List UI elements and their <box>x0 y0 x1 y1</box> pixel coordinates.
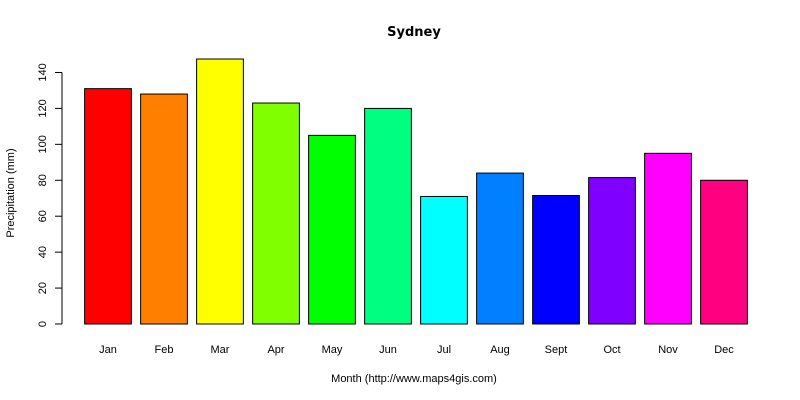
bar-feb <box>140 93 188 325</box>
y-tick-label: 20 <box>37 282 49 294</box>
x-tick-label: Apr <box>267 344 284 356</box>
bar-sept <box>532 195 580 325</box>
bar-dec <box>700 179 748 325</box>
y-tick-label: 80 <box>37 174 49 186</box>
x-tick-label: Oct <box>603 344 620 356</box>
y-tick-label: 40 <box>37 246 49 258</box>
bar-aug <box>476 172 524 325</box>
y-tick-label: 60 <box>37 210 49 222</box>
y-tick-label: 120 <box>37 99 49 117</box>
x-tick-label: Dec <box>714 344 734 356</box>
bar-may <box>308 134 356 325</box>
x-tick-label: Jun <box>379 344 397 356</box>
bar-mar <box>196 58 244 325</box>
x-tick-label: Sept <box>545 344 568 356</box>
bar-nov <box>644 152 692 325</box>
bar-oct <box>588 177 636 325</box>
chart-title: Sydney <box>387 25 441 40</box>
y-axis: 0 20 40 60 80 100 120 140 <box>37 63 63 327</box>
x-tick-label: Nov <box>658 344 678 356</box>
bar-jul <box>420 195 468 325</box>
x-tick-label: Jul <box>437 344 451 356</box>
x-tick-label: Mar <box>211 344 230 356</box>
bar-jun <box>364 107 412 325</box>
bar-apr <box>252 102 300 325</box>
x-tick-labels: Jan Feb Mar Apr May Jun Jul Aug Sept Oct Nov Dec <box>99 344 734 356</box>
y-tick-label: 0 <box>37 321 49 327</box>
y-axis-label: Precipitation (mm) <box>5 148 17 237</box>
y-tick-label: 100 <box>37 135 49 153</box>
x-tick-label: Jan <box>99 344 117 356</box>
x-tick-label: May <box>322 344 343 356</box>
bars <box>84 58 748 325</box>
x-tick-label: Aug <box>490 344 510 356</box>
x-axis-label: Month (http://www.maps4gis.com) <box>331 373 497 385</box>
bar-jan <box>84 88 132 325</box>
x-tick-label: Feb <box>155 344 174 356</box>
y-tick-label: 140 <box>37 63 49 81</box>
